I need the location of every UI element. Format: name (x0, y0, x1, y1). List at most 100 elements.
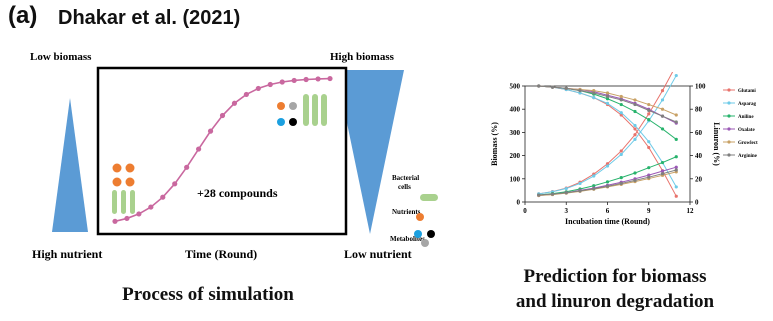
growth-curve-point (112, 218, 118, 224)
prediction-chart: 0 3 6 9 120100200300400500020406080100Incuba… (490, 72, 758, 226)
legend-marker (727, 88, 731, 92)
biomass-point (660, 169, 665, 173)
legend-label: Aniline (738, 115, 754, 120)
biomass-point (605, 184, 610, 188)
biomass-point (633, 133, 637, 137)
linuron-point (647, 102, 651, 107)
high-biomass-label: High biomass (330, 51, 395, 63)
panel-title: Dhakar et al. (2021) (58, 7, 241, 29)
growth-curve-point (267, 81, 273, 88)
prediction-caption-line1: Prediction for biomass (523, 266, 707, 287)
growth-curve-point (279, 79, 285, 85)
linuron-point (674, 194, 678, 198)
biomass-point (674, 155, 678, 159)
biomass-point (550, 192, 555, 196)
biomass-increase-triangle (52, 98, 88, 232)
cell-icon (303, 94, 309, 126)
y-right-tick-label: 0 (695, 199, 699, 207)
metabolite-dot (289, 102, 297, 110)
linuron-point (578, 91, 582, 95)
linuron-point (647, 140, 651, 144)
y-right-tick-label: 20 (695, 175, 703, 183)
x-tick-label: 6 (606, 207, 610, 215)
biomass-point (647, 166, 651, 170)
linuron-point (674, 185, 678, 189)
growth-curve-point (219, 112, 226, 119)
biomass-point (633, 178, 637, 183)
cell-icon (312, 94, 318, 126)
biomass-point (674, 165, 678, 169)
panel-label: (a) (8, 2, 38, 29)
biomass-point (619, 152, 623, 157)
growth-curve-point (172, 181, 178, 187)
bacterial-cells-legend-icon (420, 194, 438, 201)
nutrient-dot (125, 177, 135, 187)
growth-curve-point (231, 100, 238, 106)
biomass-point (619, 149, 623, 153)
cell-icon (121, 190, 126, 214)
growth-curve-point (136, 211, 142, 217)
simulation-frame (96, 66, 348, 236)
y-left-tick-label: 100 (510, 175, 521, 183)
biomass-point (660, 172, 665, 176)
growth-curve (112, 75, 333, 224)
biomass-point (633, 137, 637, 141)
nutrients-legend-icon (416, 213, 424, 221)
x-tick-label: 0 (523, 207, 527, 215)
x-tick-label: 12 (687, 207, 695, 215)
nutrient-dot (277, 102, 285, 110)
biomass-point (647, 175, 651, 179)
linuron-point (605, 97, 610, 101)
metabolite-legend-icon (427, 230, 435, 238)
growth-curve-point (255, 85, 261, 92)
linuron-point (592, 96, 596, 100)
linuron-point (619, 98, 623, 102)
growth-curve-point (148, 204, 154, 210)
low-nutrient-label: Low nutrient (344, 247, 412, 261)
legend-marker (727, 153, 731, 157)
linuron-point (605, 94, 610, 99)
time-axis-label: Time (Round) (185, 247, 257, 261)
y-right-tick-label: 60 (695, 129, 703, 137)
y-left-tick-label: 400 (510, 106, 521, 114)
prediction-caption-line2: and linuron degradation (515, 291, 715, 312)
growth-curve-point (291, 77, 297, 84)
biomass-point (578, 181, 582, 186)
biomass-point (660, 160, 665, 165)
linuron-point (633, 123, 637, 128)
y-left-tick-label: 0 (517, 199, 521, 207)
growth-curve-point (184, 164, 190, 170)
linuron-point (660, 107, 665, 111)
biomass-point (605, 180, 610, 184)
linuron-point (674, 113, 678, 117)
linuron-point (619, 113, 623, 117)
y-right-tick-label: 100 (695, 83, 706, 91)
y-right-tick-label: 40 (695, 152, 703, 160)
linuron-point (633, 127, 637, 131)
linuron-point (619, 102, 623, 107)
low-biomass-label: Low biomass (30, 51, 92, 63)
biomass-point (592, 187, 596, 191)
legend-marker (727, 140, 731, 144)
y-right-axis-label: Linuron (%) (712, 122, 721, 166)
metabolite-dot (289, 118, 297, 126)
biomass-point (564, 191, 568, 195)
linuron-point (550, 85, 555, 89)
growth-curve-point (315, 76, 321, 82)
nutrient-dot (125, 163, 135, 173)
linuron-point (619, 111, 623, 115)
biomass-point (674, 73, 678, 78)
growth-curve-point (160, 194, 166, 200)
biomass-point (619, 181, 623, 186)
linuron-point (592, 89, 596, 93)
linuron-point (619, 94, 623, 99)
biomass-point (605, 162, 610, 166)
linuron-point (647, 108, 651, 112)
cell-icon (130, 190, 135, 214)
growth-curve-point (243, 91, 249, 98)
linuron-point (537, 84, 541, 88)
y-left-tick-label: 300 (510, 129, 521, 137)
linuron-point (633, 98, 637, 102)
nutrient-dot (112, 163, 122, 173)
nutrient-dot (112, 177, 122, 187)
